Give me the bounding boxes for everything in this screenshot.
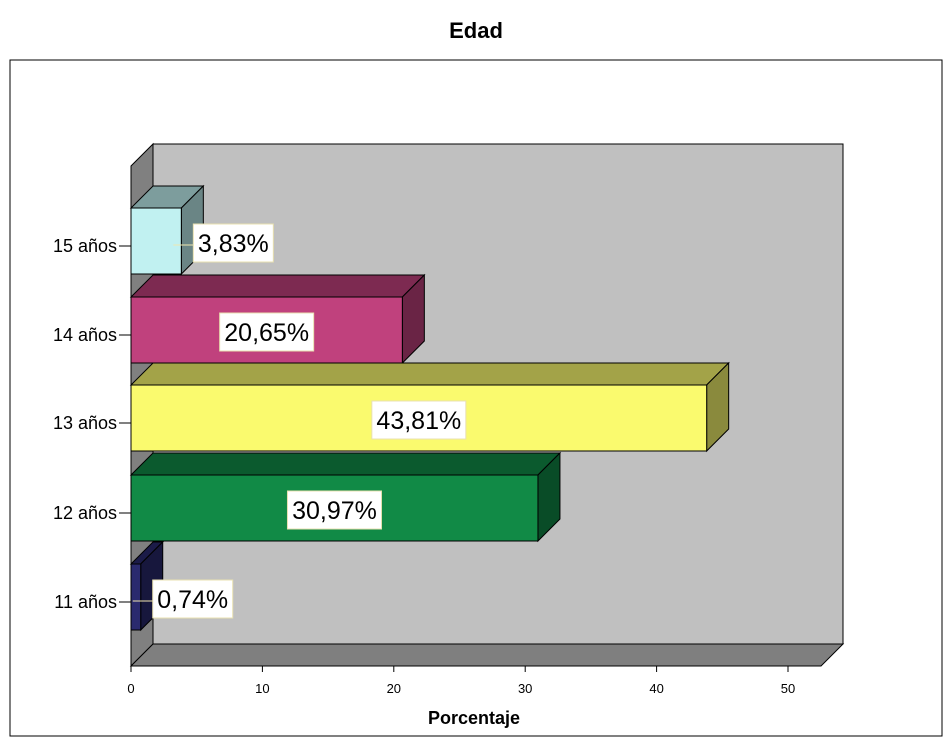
data-label-text: 3,83% <box>198 230 269 258</box>
data-label-1: 0,74% <box>152 579 234 619</box>
data-label-text: 30,97% <box>292 497 377 525</box>
bars-group <box>129 184 730 632</box>
x-tick-label: 0 <box>127 681 134 696</box>
y-tick-label: 11 años <box>54 592 117 612</box>
y-tick-label: 15 años <box>53 236 117 256</box>
bar-4 <box>129 273 426 365</box>
data-label-text: 20,65% <box>224 319 309 347</box>
x-axis-label: Porcentaje <box>428 708 520 728</box>
data-label-text: 43,81% <box>376 407 461 435</box>
data-label-5: 3,83% <box>192 223 274 263</box>
bar-front-face <box>130 563 142 631</box>
floor <box>129 643 845 667</box>
y-tick-label: 14 años <box>53 325 117 345</box>
data-label-4: 20,65% <box>219 312 315 352</box>
bar-5 <box>129 184 205 276</box>
data-labels-group: 0,74% 30,97% 43,81% 20,65% 3,83% <box>132 223 467 619</box>
data-label-box <box>219 312 315 352</box>
chart-title: Edad <box>449 18 503 43</box>
bar-2 <box>129 451 562 543</box>
data-label-box <box>192 223 274 263</box>
y-tick-label: 13 años <box>53 413 117 433</box>
data-label-box <box>286 490 382 530</box>
data-label-box <box>371 400 467 440</box>
bar-top-face <box>129 362 730 386</box>
axes-group: 11 años 12 años 13 años 14 años 15 años 0 10 20… <box>53 166 795 696</box>
bar-front-face <box>130 207 182 275</box>
data-label-3: 43,81% <box>371 400 467 440</box>
x-tick-label: 50 <box>781 681 795 696</box>
data-label-box <box>152 579 234 619</box>
x-tick-label: 30 <box>518 681 532 696</box>
bar-top-face <box>129 274 426 298</box>
x-tick-label: 40 <box>649 681 663 696</box>
bar-top-face <box>129 452 562 476</box>
x-tick-label: 10 <box>255 681 269 696</box>
data-label-2: 30,97% <box>286 490 382 530</box>
data-label-text: 0,74% <box>157 586 228 614</box>
x-tick-label: 20 <box>387 681 401 696</box>
y-tick-label: 12 años <box>53 503 117 523</box>
